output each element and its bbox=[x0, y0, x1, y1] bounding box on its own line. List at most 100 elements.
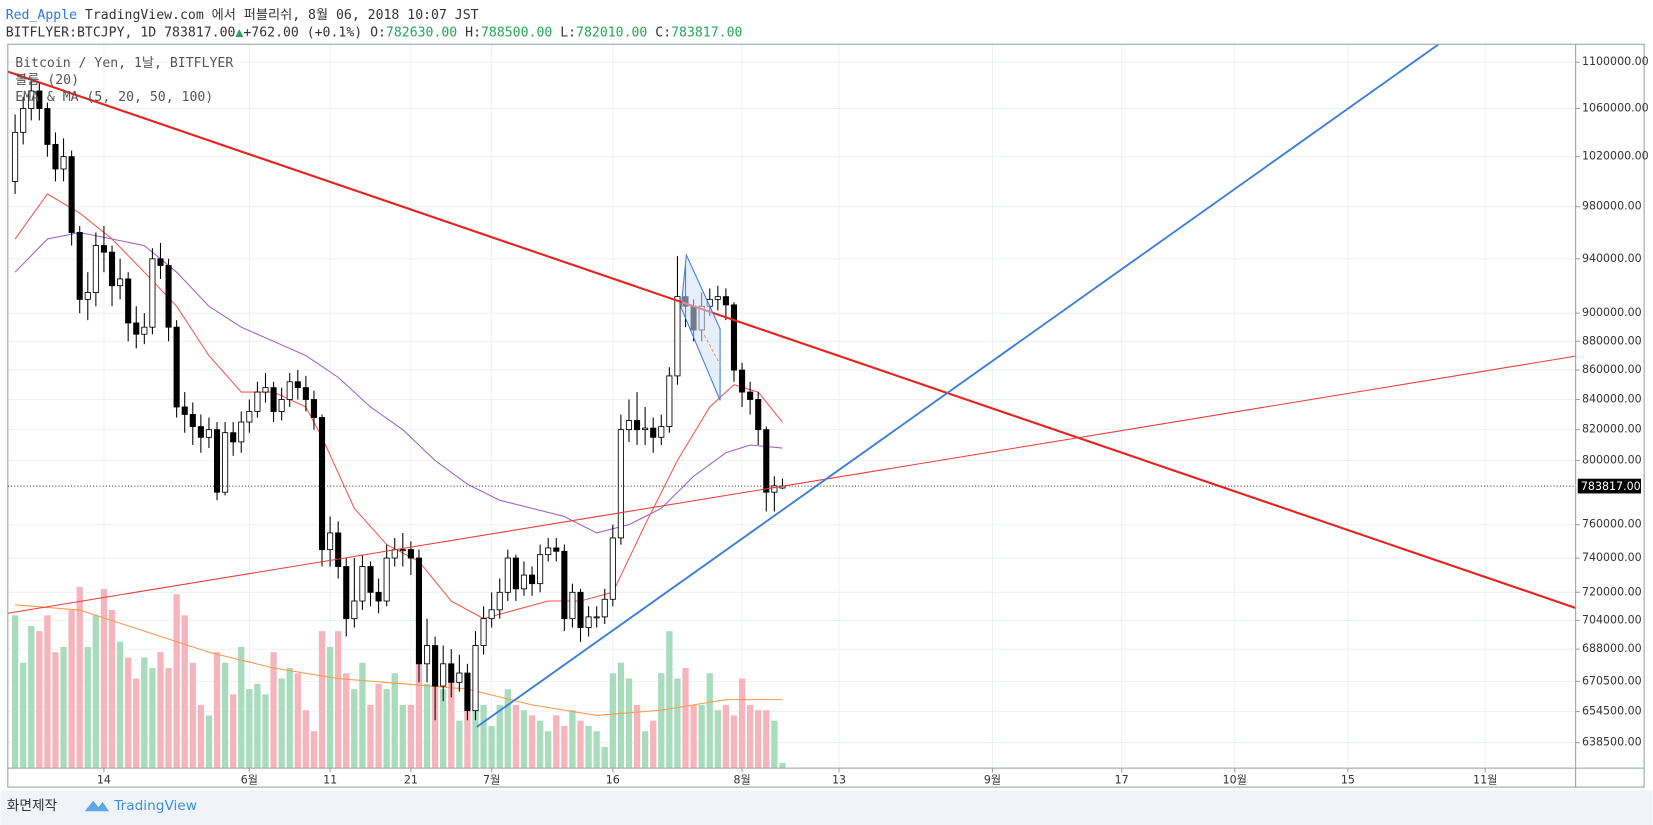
candle-body bbox=[133, 322, 140, 335]
volume-bar bbox=[254, 683, 261, 769]
volume-bar bbox=[674, 678, 681, 769]
volume-bar bbox=[633, 704, 641, 769]
trend-line bbox=[7, 70, 1576, 609]
candle-body bbox=[658, 426, 665, 438]
candle-body bbox=[520, 574, 528, 590]
candle-body bbox=[464, 672, 471, 712]
ohlc-o-label: O: bbox=[370, 26, 386, 41]
candle-body bbox=[634, 420, 641, 431]
ohlc-h-label: H: bbox=[465, 26, 481, 41]
candle-body bbox=[294, 381, 301, 389]
candle-body bbox=[625, 420, 633, 431]
x-tick-label: 13 bbox=[832, 774, 846, 787]
y-tick-label: 840000.00 bbox=[1582, 393, 1642, 406]
volume-bar bbox=[221, 662, 229, 769]
candle-body bbox=[278, 399, 285, 412]
candle-body bbox=[755, 399, 762, 431]
volume-bar bbox=[771, 720, 778, 769]
candle-body bbox=[440, 663, 447, 687]
volume-bar bbox=[52, 652, 59, 769]
candle-body bbox=[230, 432, 237, 443]
volume-bar bbox=[779, 762, 786, 769]
y-tick-label: 688000.00 bbox=[1582, 642, 1642, 655]
volume-bar bbox=[480, 704, 487, 769]
candle-body bbox=[472, 645, 479, 712]
flag-pattern bbox=[680, 252, 721, 401]
candle-body bbox=[351, 600, 358, 620]
volume-bar bbox=[149, 668, 156, 769]
brand-logo[interactable] bbox=[84, 800, 109, 812]
candle-body bbox=[666, 375, 673, 428]
candle-body bbox=[28, 90, 35, 109]
candle-body bbox=[318, 417, 326, 551]
ohlc-l: 782010.00 bbox=[576, 26, 647, 41]
plot bbox=[7, 44, 1576, 769]
author[interactable]: Red_Apple bbox=[6, 8, 77, 23]
volume-bar bbox=[351, 689, 358, 769]
y-tick-label: 638500.00 bbox=[1582, 736, 1642, 749]
x-tick-label: 8월 bbox=[733, 774, 750, 787]
volume-bar bbox=[238, 646, 245, 769]
candle-body bbox=[149, 258, 156, 328]
x-tick-label: 14 bbox=[97, 774, 111, 787]
candle-body bbox=[714, 296, 721, 300]
volume-bar bbox=[755, 710, 762, 769]
volume-bar bbox=[512, 704, 520, 769]
ohlc-c: 783817.00 bbox=[671, 26, 742, 41]
candle-body bbox=[141, 326, 148, 335]
candle-body bbox=[60, 156, 67, 170]
candle-body bbox=[117, 278, 124, 287]
y-tick-label: 940000.00 bbox=[1582, 252, 1642, 265]
volume-bar bbox=[189, 662, 196, 769]
volume-bar bbox=[698, 704, 705, 769]
volume-bar bbox=[205, 715, 213, 769]
volume-bar bbox=[230, 694, 237, 769]
candle-body bbox=[747, 391, 754, 400]
candle-body bbox=[496, 591, 503, 611]
x-tick-label: 11 bbox=[323, 774, 337, 787]
candle-body bbox=[553, 547, 560, 552]
candle-body bbox=[310, 399, 318, 418]
candle-body bbox=[213, 429, 221, 493]
volume-bar bbox=[617, 662, 625, 769]
y-tick-label: 980000.00 bbox=[1582, 200, 1642, 213]
candle-body bbox=[335, 532, 342, 567]
last-price-box bbox=[1577, 478, 1641, 494]
x-tick-label: 7월 bbox=[483, 774, 500, 787]
volume-bar bbox=[359, 662, 366, 769]
candle-body bbox=[545, 547, 552, 556]
candle-body bbox=[601, 598, 608, 618]
legend-indicator: EMA & MA (5, 20, 50, 100) bbox=[15, 90, 213, 105]
indicator-line bbox=[14, 231, 783, 534]
volume-bar bbox=[343, 673, 350, 769]
candle-body bbox=[415, 557, 423, 665]
candle-body bbox=[674, 296, 681, 377]
brand[interactable]: TradingView bbox=[113, 798, 197, 814]
volume-bar bbox=[133, 678, 140, 769]
y-tick-label: 720000.00 bbox=[1582, 585, 1642, 598]
y-tick-label: 740000.00 bbox=[1582, 551, 1642, 564]
volume-bar bbox=[44, 615, 51, 769]
candle-body bbox=[246, 411, 253, 423]
volume-bar bbox=[68, 610, 75, 769]
x-tick-label: 10월 bbox=[1223, 774, 1247, 787]
ohlc-l-label: L: bbox=[560, 26, 576, 41]
volume-bar bbox=[666, 631, 673, 769]
volume-bar bbox=[641, 731, 649, 769]
candle-body bbox=[36, 90, 43, 109]
volume-bar bbox=[496, 704, 503, 769]
candle-body bbox=[480, 618, 487, 646]
volume-bar bbox=[335, 631, 342, 769]
volume-bar bbox=[92, 615, 100, 769]
candle-body bbox=[609, 537, 616, 600]
candle-body bbox=[20, 108, 27, 133]
candle-body bbox=[399, 549, 406, 552]
volume-bar bbox=[197, 704, 205, 769]
y-tick-label: 1060000.00 bbox=[1582, 102, 1649, 115]
volume-bar bbox=[472, 699, 479, 769]
volume-bar bbox=[141, 657, 148, 769]
volume-bar bbox=[690, 704, 697, 769]
volume-bar bbox=[464, 694, 471, 769]
candle-body bbox=[504, 557, 511, 593]
